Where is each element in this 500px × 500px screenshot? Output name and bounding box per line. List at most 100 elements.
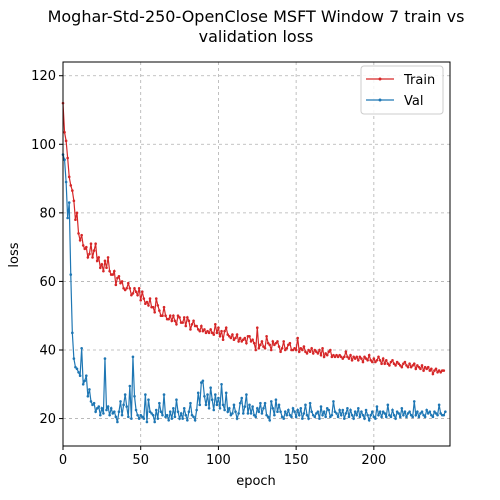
series-val-point bbox=[268, 418, 272, 422]
series-train-point bbox=[403, 360, 407, 364]
series-train-point bbox=[277, 345, 281, 348]
series-val-point bbox=[374, 417, 377, 420]
series-val-point bbox=[419, 412, 422, 415]
series-val-point bbox=[437, 403, 441, 407]
series-train-point bbox=[210, 331, 214, 335]
series-val-point bbox=[159, 410, 163, 414]
series-val-point bbox=[193, 418, 197, 422]
series-val-point bbox=[279, 410, 282, 414]
series-val-point bbox=[148, 410, 152, 414]
series-val-point bbox=[402, 413, 405, 417]
series-train-point bbox=[86, 256, 90, 259]
plot-series bbox=[61, 101, 447, 424]
series-val-point bbox=[336, 415, 340, 419]
series-val-point bbox=[344, 412, 348, 415]
series-train-point bbox=[439, 370, 442, 374]
series-val-point bbox=[291, 406, 295, 410]
series-val-point bbox=[265, 413, 268, 417]
series-val-point bbox=[234, 410, 237, 414]
series-train-point bbox=[145, 300, 149, 304]
series-train-point bbox=[394, 364, 397, 367]
series-train-point bbox=[268, 343, 272, 347]
series-train-point bbox=[120, 280, 124, 283]
series-train-point bbox=[162, 305, 166, 309]
series-val-point bbox=[128, 384, 132, 388]
series-val-point bbox=[276, 410, 279, 414]
series-val-point bbox=[145, 420, 149, 424]
series-val-point bbox=[301, 417, 304, 420]
series-val-point bbox=[126, 415, 130, 419]
series-train-point bbox=[139, 298, 143, 302]
series-val-point bbox=[366, 413, 369, 417]
series-train-point bbox=[125, 286, 129, 290]
series-val-point bbox=[229, 413, 233, 417]
series-train-point bbox=[224, 326, 228, 330]
series-val-point bbox=[206, 393, 209, 396]
series-train-point bbox=[293, 346, 296, 350]
series-val-point bbox=[100, 406, 104, 410]
series-val-point bbox=[221, 403, 225, 407]
series-val-point bbox=[231, 412, 234, 415]
series-val-point bbox=[140, 415, 144, 419]
x-tick-label: 150 bbox=[284, 453, 309, 468]
series-val-point bbox=[384, 415, 388, 419]
series-val-point bbox=[304, 403, 307, 407]
series-train-point bbox=[434, 367, 438, 371]
series-val-point bbox=[80, 346, 83, 350]
series-val-point bbox=[235, 417, 239, 420]
series-val-point bbox=[307, 417, 310, 420]
series-val-point bbox=[103, 357, 107, 360]
series-val-point bbox=[251, 405, 254, 408]
series-val-point bbox=[248, 403, 251, 407]
series-val-point bbox=[158, 401, 161, 405]
series-train-point bbox=[280, 346, 284, 350]
series-val-point bbox=[86, 394, 90, 398]
series-val-point bbox=[189, 401, 192, 405]
series-train-point bbox=[402, 362, 405, 366]
series-train-point bbox=[167, 317, 170, 321]
series-train-point bbox=[425, 367, 428, 371]
series-val-point bbox=[91, 403, 94, 407]
series-val-point bbox=[363, 417, 366, 420]
series-val-point bbox=[260, 412, 264, 415]
series-train-point bbox=[126, 281, 130, 285]
series-train-point bbox=[355, 355, 359, 359]
series-val-point bbox=[228, 406, 231, 410]
series-train-point bbox=[117, 274, 121, 278]
series-train-point bbox=[344, 350, 348, 354]
series-val-point bbox=[136, 413, 139, 417]
series-val-point bbox=[355, 413, 359, 417]
series-val-point bbox=[168, 410, 172, 414]
series-train-point bbox=[392, 362, 396, 366]
series-val-point bbox=[296, 408, 299, 412]
legend-train-marker bbox=[378, 77, 382, 81]
series-val-point bbox=[99, 413, 102, 417]
series-train-point bbox=[431, 372, 435, 376]
series-train-point bbox=[339, 355, 343, 359]
plot-area-frame bbox=[62, 61, 451, 447]
legend-train-label: Train bbox=[403, 73, 435, 88]
series-train-point bbox=[136, 293, 139, 297]
series-train-point bbox=[367, 353, 371, 357]
series-val-point bbox=[360, 410, 363, 414]
series-val-point bbox=[74, 365, 77, 369]
series-val-point bbox=[94, 410, 97, 414]
series-train-point bbox=[357, 358, 360, 362]
series-val-point bbox=[200, 381, 203, 384]
series-train-point bbox=[288, 341, 292, 345]
series-val-point bbox=[81, 382, 85, 386]
series-train-point bbox=[245, 341, 248, 345]
series-train-point bbox=[156, 304, 160, 307]
series-val-point bbox=[75, 367, 79, 371]
series-val-point bbox=[433, 410, 436, 414]
series-train-point bbox=[279, 350, 282, 354]
series-val-point bbox=[154, 408, 158, 412]
series-val-point bbox=[375, 405, 379, 408]
series-train-point bbox=[406, 365, 410, 369]
series-val-point bbox=[130, 417, 133, 420]
series-val-point bbox=[394, 417, 397, 420]
series-train-point bbox=[274, 341, 278, 345]
legend-box bbox=[360, 65, 444, 115]
series-train-point bbox=[291, 348, 295, 352]
series-train-point bbox=[184, 324, 188, 328]
